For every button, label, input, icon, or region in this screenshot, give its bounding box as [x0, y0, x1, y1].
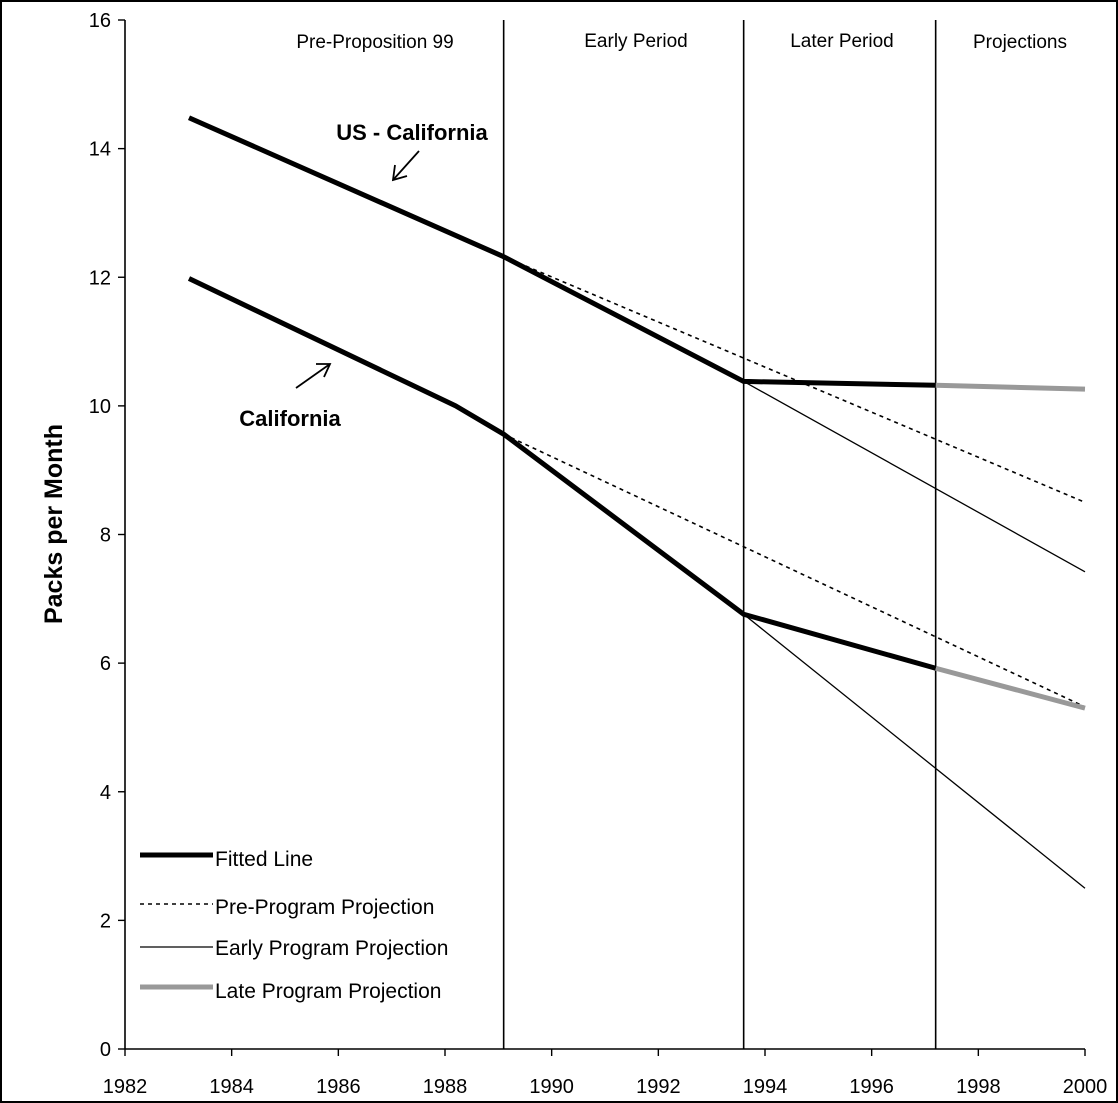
period-label-pre: Pre-Proposition 99	[296, 32, 453, 53]
annotation-label-us-california: US - California	[336, 120, 488, 145]
legend-label-early: Early Program Projection	[215, 937, 448, 960]
y-tick-label-6: 6	[100, 653, 111, 675]
x-tick-label-1986: 1986	[316, 1076, 361, 1098]
annotation-california: California	[239, 363, 341, 431]
x-tick-label-1998: 1998	[956, 1076, 1001, 1098]
x-tick-label-1988: 1988	[423, 1076, 468, 1098]
series-us-california-fitted	[187, 115, 936, 388]
series-us-california-pre	[503, 255, 1086, 504]
x-tick-label-2000: 2000	[1063, 1076, 1108, 1098]
arrow-california-icon	[295, 363, 331, 389]
y-tick-label-12: 12	[89, 267, 111, 289]
period-dividers	[502, 20, 937, 1049]
series-california-fitted	[187, 276, 937, 671]
x-tick-label-1996: 1996	[849, 1076, 894, 1098]
series-california-late	[935, 665, 1086, 711]
x-tick-label-1990: 1990	[529, 1076, 574, 1098]
series-us-california-late	[935, 382, 1086, 392]
y-tick-label-10: 10	[89, 396, 111, 418]
arrow-us-california-icon	[392, 150, 420, 181]
x-tick-label-1994: 1994	[743, 1076, 788, 1098]
legend: Fitted Line Pre-Program Projection Early…	[140, 848, 448, 1003]
x-tick-label-1982: 1982	[103, 1076, 148, 1098]
annotation-us-california: US - California	[336, 120, 489, 182]
period-label-projections: Projections	[973, 32, 1067, 53]
y-tick-label-16: 16	[89, 10, 111, 32]
y-tick-label-4: 4	[100, 782, 111, 804]
series-layer	[187, 115, 1086, 889]
series-california-early	[743, 613, 1086, 889]
annotation-label-california: California	[239, 406, 341, 431]
legend-label-pre: Pre-Program Projection	[215, 896, 434, 919]
axes: 0 2 4 6 8 10 12 14 16 1982 1984 1986 1988 1990 1992 199…	[89, 10, 1108, 1098]
legend-label-late: Late Program Projection	[215, 980, 441, 1003]
y-tick-label-0: 0	[100, 1039, 111, 1061]
y-axis-label: Packs per Month	[40, 424, 68, 624]
period-label-early: Early Period	[584, 31, 688, 52]
y-tick-label-14: 14	[89, 139, 111, 161]
y-tick-label-8: 8	[100, 525, 111, 547]
arrowhead-us-california-icon	[391, 164, 408, 182]
x-tick-label-1984: 1984	[209, 1076, 254, 1098]
period-label-later: Later Period	[790, 31, 894, 52]
period-labels: Pre-Proposition 99 Early Period Later Pe…	[296, 31, 1067, 53]
y-tick-label-2: 2	[100, 910, 111, 932]
arrowhead-california-icon	[316, 363, 332, 378]
x-tick-label-1992: 1992	[636, 1076, 681, 1098]
series-california-pre	[503, 433, 1086, 708]
legend-label-fitted: Fitted Line	[215, 848, 313, 871]
series-us-california-early	[743, 380, 1086, 573]
